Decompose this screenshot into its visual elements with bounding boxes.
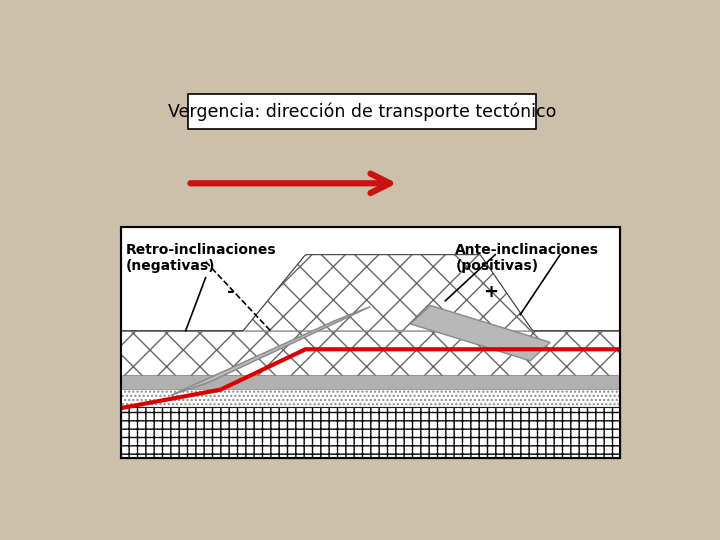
Text: +: + bbox=[482, 282, 498, 301]
Polygon shape bbox=[121, 255, 620, 331]
Text: Retro-inclinaciones
(negativas): Retro-inclinaciones (negativas) bbox=[126, 243, 276, 273]
Text: Vergencia: dirección de transporte tectónico: Vergencia: dirección de transporte tectó… bbox=[168, 102, 557, 121]
Polygon shape bbox=[171, 307, 370, 395]
Polygon shape bbox=[121, 407, 620, 458]
Polygon shape bbox=[121, 331, 620, 375]
Text: Ante-inclinaciones
(positivas): Ante-inclinaciones (positivas) bbox=[455, 243, 599, 273]
Polygon shape bbox=[410, 306, 550, 361]
Bar bbox=[188, 94, 536, 129]
Polygon shape bbox=[121, 388, 620, 407]
Polygon shape bbox=[121, 375, 620, 388]
Bar bbox=[121, 227, 620, 458]
Text: -: - bbox=[227, 282, 234, 301]
Bar bbox=[121, 227, 620, 458]
